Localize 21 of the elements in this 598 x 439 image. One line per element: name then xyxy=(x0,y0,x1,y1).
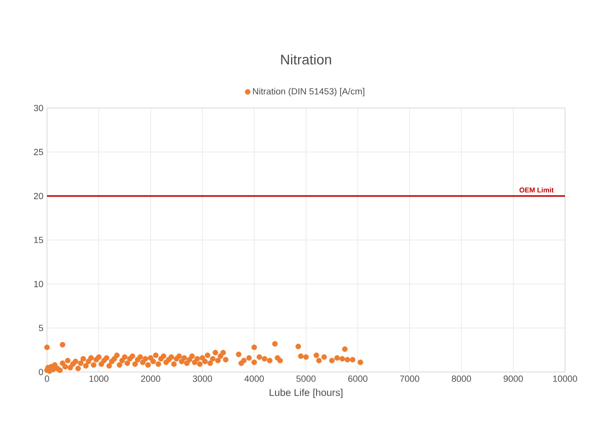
x-tick-label: 7000 xyxy=(400,376,420,382)
y-tick-label: 5 xyxy=(38,324,44,332)
y-tick-label: 0 xyxy=(38,368,44,376)
y-tick-label: 30 xyxy=(34,104,44,112)
x-tick-label: 4000 xyxy=(244,376,264,382)
y-tick-label: 10 xyxy=(34,280,44,288)
x-tick-label: 0 xyxy=(44,376,50,382)
legend-label: Nitration (DIN 51453) [A/cm] xyxy=(253,88,364,96)
x-tick-label: 5000 xyxy=(296,376,316,382)
x-tick-label: 6000 xyxy=(348,376,368,382)
x-tick-label: 3000 xyxy=(192,376,212,382)
y-tick-label: 25 xyxy=(34,148,44,156)
x-axis-title: Lube Life [hours] xyxy=(270,388,342,398)
x-tick-label: 8000 xyxy=(452,376,472,382)
x-tick-label: 1000 xyxy=(90,376,108,382)
x-tick-label: 9000 xyxy=(504,376,523,382)
x-tick-label: 10000 xyxy=(553,376,578,382)
y-tick-label: 20 xyxy=(34,192,44,200)
chart-title: Nitration xyxy=(281,54,332,65)
y-tick-label: 15 xyxy=(34,236,44,244)
x-tick-label: 2000 xyxy=(141,376,160,382)
